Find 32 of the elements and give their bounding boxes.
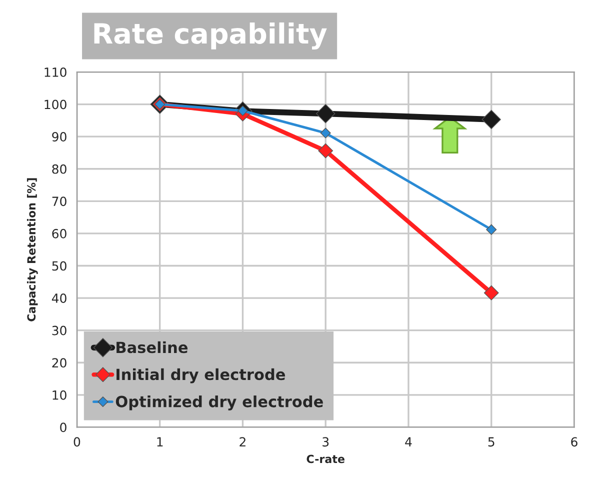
- y-tick-label: 30: [52, 326, 66, 336]
- point: [482, 110, 501, 130]
- y-tick-label: 100: [44, 100, 66, 110]
- y-axis-title: Capacity Retention [%]: [26, 178, 38, 322]
- x-tick-label: 5: [488, 437, 494, 447]
- y-tick-label: 90: [52, 132, 66, 142]
- y-tick-label: 80: [52, 164, 66, 174]
- point: [316, 104, 336, 124]
- x-axis-title: C-rate: [306, 454, 344, 464]
- point: [318, 143, 334, 158]
- legend-label: Baseline: [116, 341, 188, 354]
- y-tick-label: 20: [52, 358, 66, 368]
- legend-label: Initial dry electrode: [116, 368, 286, 384]
- y-tick-label: 10: [52, 390, 66, 400]
- point: [484, 285, 499, 300]
- y-tick-label: 60: [52, 228, 66, 238]
- point: [320, 128, 331, 138]
- x-tick-label: 3: [322, 437, 329, 447]
- x-tick-label: 4: [405, 437, 412, 446]
- point: [237, 105, 248, 116]
- y-tick-label: 110: [44, 67, 66, 77]
- x-tick-label: 0: [74, 437, 80, 447]
- x-tick-label: 1: [157, 437, 163, 446]
- point: [486, 224, 497, 235]
- y-tick-label: 0: [60, 422, 66, 432]
- x-tick-label: 2: [240, 437, 246, 446]
- y-tick-label: 70: [52, 196, 66, 206]
- y-tick-label: 50: [52, 261, 66, 271]
- y-tick-label: 40: [52, 294, 66, 303]
- chart-title: Rate capability: [94, 22, 327, 50]
- x-tick-label: 6: [571, 437, 578, 447]
- legend-label: Optimized dry electrode: [116, 395, 323, 410]
